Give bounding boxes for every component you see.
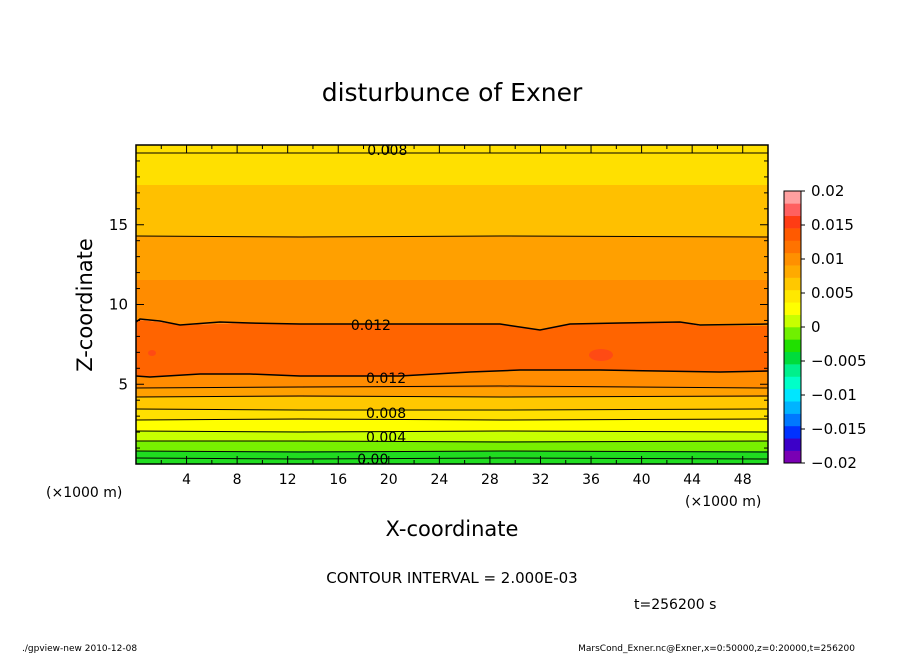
contour-line [135,457,769,460]
colorbar-swatch [784,351,801,365]
colorbar-swatch [784,364,801,377]
x-unit-right: (×1000 m) [685,494,761,510]
x-tick-label: 12 [279,472,297,488]
colorbar-swatch [784,289,801,303]
time-label: t=256200 s [634,597,716,613]
colorbar-swatch [784,228,801,241]
y-axis-label: Z-coordinate [73,238,97,372]
contour-label: 0.00 [357,452,388,468]
colorbar-swatch [784,203,801,217]
contour-line [135,418,769,421]
band-0p014-upper [136,280,768,330]
contour-line [135,385,769,389]
x-tick-label: 40 [633,472,651,488]
colorbar-tick-label: 0.02 [811,182,844,200]
footer-right: MarsCond_Exner.nc@Exner,x=0:50000,z=0:20… [578,644,855,654]
contour-label: 0.004 [366,430,406,446]
band-0p010 [136,185,768,237]
local-maximum-spot [589,349,613,361]
contour-lines [135,152,769,460]
colorbar-swatch [784,438,801,451]
x-tick-label: 24 [430,472,448,488]
contour-line [135,395,769,398]
colorbar-tick-label: −0.005 [811,352,867,370]
chart-title: disturbunce of Exner [322,78,583,107]
band-0p016 [136,320,768,377]
band-0p006 [136,420,768,431]
colorbar-swatch [784,302,801,315]
colorbar [783,190,805,464]
contour-line [135,408,769,411]
band-0p002 [136,441,768,451]
x-tick-label: 8 [233,472,242,488]
colorbar-swatch [784,450,801,464]
colorbar-swatch [784,215,801,229]
band-0p008-lower [136,409,768,420]
contour-line [136,440,769,443]
contour-label: 0.008 [366,406,406,422]
colorbar-swatch [784,265,801,278]
contour-line [135,318,769,331]
band-0p012-lower [136,388,768,397]
x-axis-label: X-coordinate [386,517,519,541]
colorbar-swatch [784,252,801,266]
band-0p008 [136,145,768,185]
contour-label: 0.012 [351,318,391,334]
band-0p010-lower [136,397,768,409]
x-unit-left: (×1000 m) [46,485,122,501]
colorbar-swatch [784,388,801,402]
contour-fill [136,145,768,464]
colorbar-tick-label: −0.01 [811,386,857,404]
colorbar-swatch [784,327,801,340]
contour-line [135,369,769,378]
x-tick-label: 4 [182,472,191,488]
colorbar-swatch [784,425,801,439]
band-0p014-lower [136,370,768,388]
contour-line [135,430,769,433]
contour-interval: CONTOUR INTERVAL = 2.000E-03 [326,569,577,587]
colorbar-tick-label: 0.01 [811,250,844,268]
band-0p012 [136,236,768,280]
colorbar-swatch [784,339,801,353]
colorbar-swatch [784,191,801,204]
colorbar-swatch [784,277,801,291]
x-tick-label: 48 [734,472,752,488]
colorbar-tick-label: −0.015 [811,420,867,438]
colorbar-tick-label: 0 [811,318,821,336]
y-tick-label: 10 [109,296,128,314]
colorbar-swatch [784,314,801,328]
x-tick-label: 16 [329,472,347,488]
band-0p004 [136,431,768,441]
x-tick-label: 32 [532,472,550,488]
band-0p000 [136,451,768,464]
colorbar-tick-label: 0.015 [811,216,854,234]
footer-left: ./gpview-new 2010-12-08 [22,644,137,654]
x-tick-label: 36 [582,472,600,488]
local-maximum-spot-left [148,350,156,356]
x-tick-label: 20 [380,472,398,488]
contour-line [135,450,769,453]
colorbar-swatch [784,413,801,427]
colorbar-swatch [784,376,801,390]
contour-line [135,235,769,238]
colorbar-tick-label: −0.02 [811,454,857,472]
colorbar-swatch [784,240,801,254]
x-tick-label: 28 [481,472,499,488]
y-tick-label: 5 [118,375,128,393]
x-tick-label: 44 [683,472,701,488]
colorbar-labels: 0.02 0.015 0.01 0.005 0 −0.005 −0.01 −0.015 −0.0… [811,182,867,472]
axis-ticks [136,145,768,464]
colorbar-tick-label: 0.005 [811,284,854,302]
colorbar-swatch [784,401,801,414]
contour-label: 0.012 [366,371,406,387]
y-tick-label: 15 [109,216,128,234]
contour-label: 0.008 [367,143,407,159]
